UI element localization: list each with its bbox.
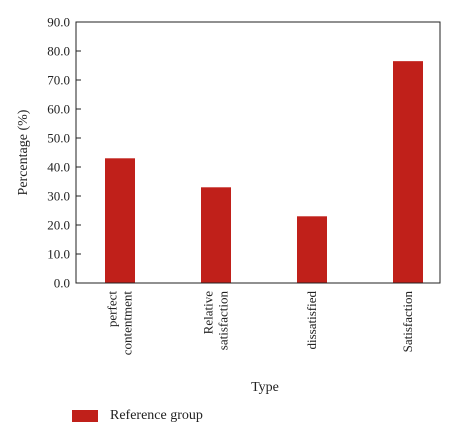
x-tick-label: perfect <box>105 291 120 327</box>
y-tick-label: 10.0 <box>47 247 70 262</box>
bar <box>105 158 135 283</box>
legend-label: Reference group <box>110 408 203 423</box>
legend: Reference group <box>72 408 203 424</box>
x-tick-label: contentment <box>120 291 135 356</box>
x-axis-ticks: perfect contentment Relative satisfaction di… <box>105 291 416 356</box>
y-tick-label: 20.0 <box>47 218 70 233</box>
y-axis-ticks: 0.0 10.0 20.0 30.0 40.0 50.0 60.0 70.0 80.0 90.0 <box>47 15 81 291</box>
x-axis-label: Type <box>251 380 279 395</box>
y-tick-label: 40.0 <box>47 160 70 175</box>
bar <box>297 216 327 283</box>
x-tick-label: dissatisfied <box>304 291 319 350</box>
legend-swatch <box>72 410 98 422</box>
x-tick-label: Relative <box>201 291 216 335</box>
y-tick-label: 50.0 <box>47 131 70 146</box>
bar <box>393 61 423 284</box>
y-tick-label: 70.0 <box>47 73 70 88</box>
y-tick-label: 60.0 <box>47 102 70 117</box>
bars <box>105 61 423 284</box>
bar <box>201 187 231 283</box>
x-tick-label: satisfaction <box>216 291 231 351</box>
y-axis-label: Percentage (%) <box>16 109 31 195</box>
x-tick-label: Satisfaction <box>400 291 415 353</box>
y-tick-label: 90.0 <box>47 15 70 30</box>
y-tick-label: 30.0 <box>47 189 70 204</box>
y-tick-label: 80.0 <box>47 44 70 59</box>
y-tick-label: 0.0 <box>54 276 70 291</box>
plot-frame <box>75 21 441 284</box>
